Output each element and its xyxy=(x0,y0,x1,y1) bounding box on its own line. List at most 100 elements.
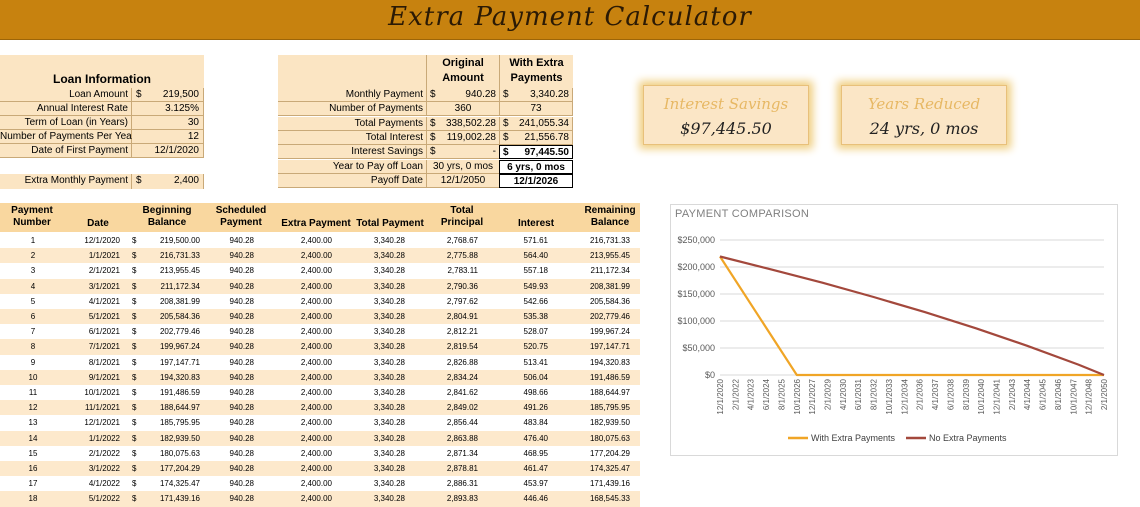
x-tick-label: 6/1/2031 xyxy=(854,378,863,410)
loan-info-value-field[interactable]: 12 xyxy=(132,130,204,144)
original-amount-cell: $940.28 xyxy=(426,88,499,102)
table-cell: 191,486.59 xyxy=(565,370,630,385)
amortization-col-header: Payment Number xyxy=(0,205,64,229)
years-reduced-value: 24 yrs, 0 mos xyxy=(842,119,1006,138)
interest-savings-card: Interest Savings $97,445.50 xyxy=(643,85,809,145)
y-tick-label: $50,000 xyxy=(682,343,715,353)
comparison-row-label: Total Payments xyxy=(278,117,426,131)
table-cell: 3,340.28 xyxy=(340,355,405,370)
table-cell: 177,204.29 xyxy=(142,461,200,476)
loan-info-value-field[interactable]: 3.125% xyxy=(132,102,204,116)
table-cell: 3/1/2022 xyxy=(70,461,120,476)
currency-sign: $ xyxy=(132,415,140,430)
original-amount-value: 30 yrs, 0 mos xyxy=(427,160,499,174)
currency-sign: $ xyxy=(430,88,436,102)
loan-info-value-field[interactable]: $219,500 xyxy=(132,88,204,102)
table-cell: 18 xyxy=(16,491,50,506)
table-cell: 3,340.28 xyxy=(340,446,405,461)
loan-info-value-field[interactable]: 12/1/2020 xyxy=(132,144,204,158)
x-tick-label: 12/1/2048 xyxy=(1085,378,1094,414)
table-cell: 2,400.00 xyxy=(270,355,332,370)
loan-info-value: 12/1/2020 xyxy=(155,144,200,158)
table-cell: 14 xyxy=(16,431,50,446)
original-amount-value: 360 xyxy=(427,102,499,116)
table-cell: 2 xyxy=(16,248,50,263)
table-cell: 168,545.33 xyxy=(565,491,630,506)
currency-sign: $ xyxy=(132,446,140,461)
table-cell: 3,340.28 xyxy=(340,476,405,491)
table-cell: 2,893.83 xyxy=(420,491,478,506)
extra-monthly-payment-field[interactable]: $ 2,400 xyxy=(132,174,204,189)
table-cell: 10/1/2021 xyxy=(70,385,120,400)
table-cell: 2,886.31 xyxy=(420,476,478,491)
original-amount-cell: 12/1/2050 xyxy=(426,174,499,188)
table-cell: 216,731.33 xyxy=(142,248,200,263)
table-cell: 2,400.00 xyxy=(270,248,332,263)
comparison-row-label: Monthly Payment xyxy=(278,88,426,102)
with-extra-payments-cell: 6 yrs, 0 mos xyxy=(499,160,573,174)
table-cell: 12/1/2021 xyxy=(70,415,120,430)
x-tick-label: 8/1/2046 xyxy=(1054,378,1063,410)
table-cell: 2,400.00 xyxy=(270,233,332,248)
table-cell: 2,400.00 xyxy=(270,400,332,415)
series-line xyxy=(720,257,1104,376)
table-cell: 498.66 xyxy=(500,385,548,400)
x-tick-label: 6/1/2038 xyxy=(946,378,955,410)
chart-canvas: $0$50,000$100,000$150,000$200,000$250,00… xyxy=(670,204,1118,456)
table-cell: 3,340.28 xyxy=(340,279,405,294)
table-cell: 2,841.62 xyxy=(420,385,478,400)
table-cell: 2,400.00 xyxy=(270,385,332,400)
table-cell: 9 xyxy=(16,355,50,370)
table-cell: 940.28 xyxy=(200,370,254,385)
table-cell: 2,790.36 xyxy=(420,279,478,294)
table-cell: 171,439.16 xyxy=(142,491,200,506)
amortization-col-header: Beginning Balance xyxy=(132,205,202,229)
x-tick-label: 2/1/2036 xyxy=(916,378,925,410)
table-cell: 2,804.91 xyxy=(420,309,478,324)
table-cell: 16 xyxy=(16,461,50,476)
x-tick-label: 12/1/2041 xyxy=(992,378,1001,414)
table-cell: 205,584.36 xyxy=(142,309,200,324)
table-cell: 2,863.88 xyxy=(420,431,478,446)
table-cell: 174,325.47 xyxy=(142,476,200,491)
x-tick-label: 12/1/2027 xyxy=(808,378,817,414)
table-cell: 557.18 xyxy=(500,263,548,278)
table-cell: 940.28 xyxy=(200,309,254,324)
table-cell: 3 xyxy=(16,263,50,278)
loan-info-value-field[interactable]: 30 xyxy=(132,116,204,130)
table-cell: 7/1/2021 xyxy=(70,339,120,354)
table-cell: 940.28 xyxy=(200,339,254,354)
table-cell: 940.28 xyxy=(200,263,254,278)
table-cell: 2,797.62 xyxy=(420,294,478,309)
extra-monthly-payment-label: Extra Monthly Payment xyxy=(0,174,132,189)
loan-info-heading: Loan Information xyxy=(0,55,204,88)
table-cell: 205,584.36 xyxy=(565,294,630,309)
currency-sign: $ xyxy=(132,355,140,370)
table-cell: 197,147.71 xyxy=(565,339,630,354)
table-cell: 1/1/2022 xyxy=(70,431,120,446)
table-cell: 940.28 xyxy=(200,431,254,446)
currency-sign: $ xyxy=(132,294,140,309)
table-cell: 549.93 xyxy=(500,279,548,294)
table-cell: 3,340.28 xyxy=(340,415,405,430)
with-extra-payments-value: 97,445.50 xyxy=(525,146,570,160)
table-cell: 461.47 xyxy=(500,461,548,476)
title-bar: Extra Payment Calculator xyxy=(0,0,1140,40)
table-cell: 2,775.88 xyxy=(420,248,478,263)
x-tick-label: 4/1/2037 xyxy=(931,378,940,410)
currency-sign: $ xyxy=(430,131,436,145)
table-cell: 199,967.24 xyxy=(565,324,630,339)
table-cell: 535.38 xyxy=(500,309,548,324)
table-cell: 3/1/2021 xyxy=(70,279,120,294)
table-cell: 202,779.46 xyxy=(142,324,200,339)
with-extra-payments-value: 3,340.28 xyxy=(530,88,569,102)
amortization-col-header: Date xyxy=(76,218,120,230)
